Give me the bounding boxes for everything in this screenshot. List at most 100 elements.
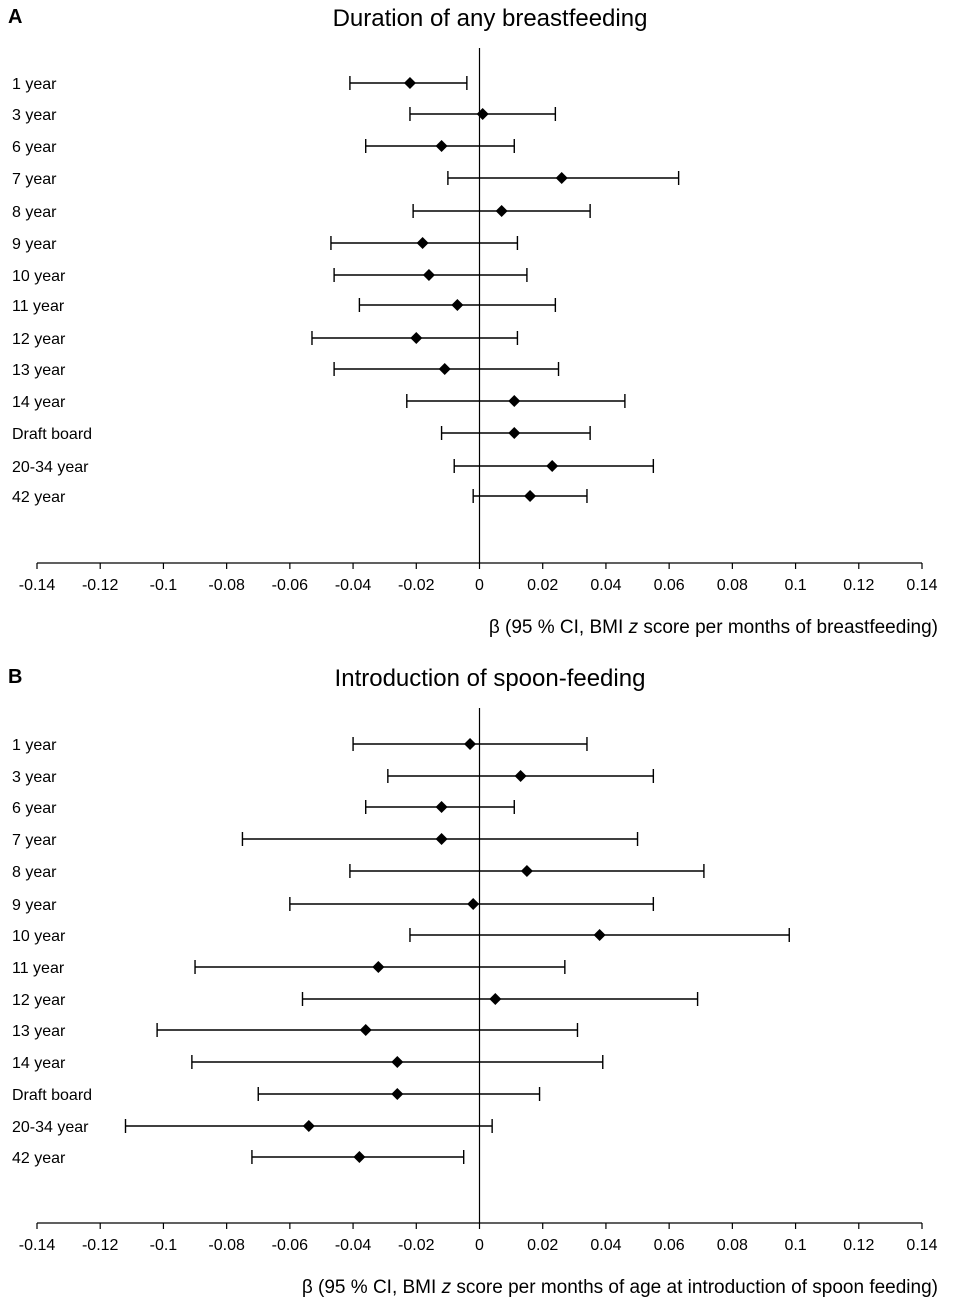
- forest-row: Draft board: [12, 1087, 541, 1104]
- estimate-diamond: [555, 172, 568, 184]
- x-tick-label: 0.04: [590, 577, 621, 594]
- row-label: 1 year: [12, 76, 57, 93]
- forest-row: 14 year: [12, 1055, 604, 1072]
- forest-plot-panel-a: A Duration of any breastfeeding -0.14 -0.…: [0, 0, 968, 650]
- estimate-diamond: [359, 1024, 372, 1036]
- x-tick-label: -0.02: [398, 1237, 435, 1254]
- forest-row: 7 year: [12, 832, 639, 849]
- x-tick-label: 0.08: [717, 577, 748, 594]
- row-label: 1 year: [12, 737, 57, 754]
- row-label: 8 year: [12, 864, 57, 881]
- forest-row: 13 year: [12, 362, 560, 379]
- forest-row: 12 year: [12, 331, 519, 348]
- forest-row: 8 year: [12, 864, 705, 881]
- x-tick-label: 0: [475, 1237, 484, 1254]
- x-tick-label: -0.12: [82, 1237, 119, 1254]
- x-tick-label: -0.02: [398, 577, 435, 594]
- forest-row: 3 year: [12, 107, 557, 124]
- forest-row: 10 year: [12, 268, 528, 285]
- estimate-diamond: [435, 140, 448, 152]
- row-label: 42 year: [12, 1150, 66, 1167]
- x-tick-label: 0.14: [906, 1237, 937, 1254]
- panel-letter: B: [8, 666, 23, 688]
- estimate-diamond: [372, 961, 385, 973]
- x-tick-label: -0.08: [208, 1237, 245, 1254]
- estimate-diamond: [435, 833, 448, 845]
- forest-row: 1 year: [12, 737, 588, 754]
- row-label: 20-34 year: [12, 459, 89, 476]
- x-axis-label-part: β (95 % CI, BMI: [489, 617, 629, 638]
- row-label: 13 year: [12, 362, 66, 379]
- x-tick-label: -0.14: [19, 1237, 56, 1254]
- estimate-diamond: [403, 77, 416, 89]
- x-tick-label: 0.1: [784, 1237, 806, 1254]
- row-label: 14 year: [12, 394, 66, 411]
- row-label: 8 year: [12, 204, 57, 221]
- row-label: 7 year: [12, 171, 57, 188]
- x-tick-label: 0.06: [654, 1237, 685, 1254]
- forest-plot-panel-b: B Introduction of spoon-feeding -0.14 -0.…: [0, 660, 968, 1301]
- forest-row: 13 year: [12, 1023, 579, 1040]
- forest-row: 11 year: [12, 960, 566, 977]
- row-label: 12 year: [12, 992, 66, 1009]
- row-label: 11 year: [12, 298, 65, 315]
- forest-row: 9 year: [12, 236, 519, 253]
- estimate-diamond: [353, 1151, 366, 1163]
- forest-row: 9 year: [12, 897, 655, 914]
- x-tick-label: -0.06: [272, 577, 309, 594]
- x-tick-label: 0.02: [527, 577, 558, 594]
- x-axis-label-part: β (95 % CI, BMI: [302, 1277, 442, 1298]
- forest-row: 1 year: [12, 76, 468, 93]
- x-tick-label: -0.14: [19, 577, 56, 594]
- x-axis-label-italic: z: [628, 617, 639, 638]
- row-label: 3 year: [12, 769, 57, 786]
- forest-row: 10 year: [12, 928, 790, 945]
- estimate-diamond: [514, 770, 527, 782]
- x-tick-label: -0.08: [208, 577, 245, 594]
- row-label: Draft board: [12, 1087, 92, 1104]
- estimate-diamond: [391, 1056, 404, 1068]
- row-label: 9 year: [12, 236, 57, 253]
- chart-title: Introduction of spoon-feeding: [334, 665, 646, 692]
- x-tick-label: 0.02: [527, 1237, 558, 1254]
- estimate-diamond: [489, 993, 502, 1005]
- forest-row: 7 year: [12, 171, 680, 188]
- row-label: 14 year: [12, 1055, 66, 1072]
- estimate-diamond: [546, 460, 559, 472]
- estimate-diamond: [467, 898, 480, 910]
- estimate-diamond: [410, 332, 423, 344]
- row-label: 6 year: [12, 800, 57, 817]
- forest-row: 20-34 year: [12, 1119, 493, 1136]
- row-label: 6 year: [12, 139, 57, 156]
- x-tick-label: -0.06: [272, 1237, 309, 1254]
- estimate-diamond: [508, 427, 521, 439]
- estimate-diamond: [508, 395, 521, 407]
- forest-plot-svg: -0.14 -0.12 -0.1 -0.08 -0.06 -0.04 -0.02 0 0.02 0…: [12, 708, 938, 1298]
- x-tick-label: 0.12: [843, 1237, 874, 1254]
- row-label: 10 year: [12, 928, 66, 945]
- x-tick-label: 0.12: [843, 577, 874, 594]
- forest-row: Draft board: [12, 426, 591, 443]
- x-axis-label: β (95 % CI, BMI z score per months of br…: [489, 617, 938, 638]
- estimate-diamond: [422, 269, 435, 281]
- row-label: 13 year: [12, 1023, 66, 1040]
- x-axis-label-italic: z: [441, 1277, 452, 1298]
- estimate-diamond: [520, 865, 533, 877]
- estimate-diamond: [464, 738, 477, 750]
- forest-row: 6 year: [12, 800, 515, 817]
- x-axis-label-part: score per months of age at introduction …: [451, 1277, 938, 1298]
- forest-plot-svg: -0.14 -0.12 -0.1 -0.08 -0.06 -0.04 -0.02 0 0.02 0…: [12, 48, 938, 638]
- row-label: 3 year: [12, 107, 57, 124]
- forest-row: 42 year: [12, 489, 588, 506]
- row-label: 11 year: [12, 960, 65, 977]
- row-label: 12 year: [12, 331, 66, 348]
- forest-row: 12 year: [12, 992, 699, 1009]
- row-label: 42 year: [12, 489, 66, 506]
- forest-row: 14 year: [12, 394, 626, 411]
- estimate-diamond: [435, 801, 448, 813]
- x-tick-label: -0.1: [150, 1237, 178, 1254]
- x-tick-label: 0.1: [784, 577, 806, 594]
- estimate-diamond: [391, 1088, 404, 1100]
- x-tick-label: -0.04: [335, 1237, 372, 1254]
- forest-row: 42 year: [12, 1150, 465, 1167]
